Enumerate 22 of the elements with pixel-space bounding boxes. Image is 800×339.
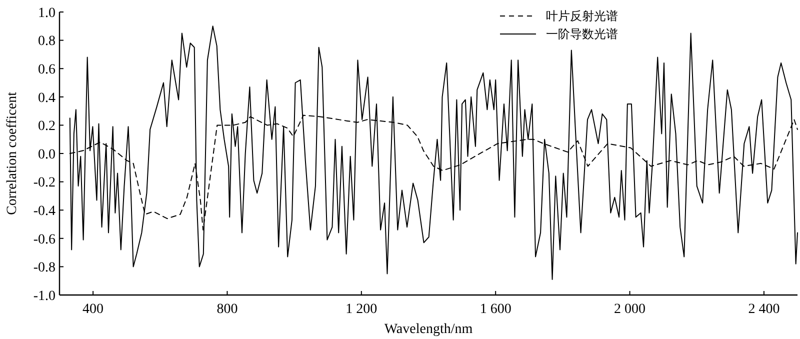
y-tick-label: -0.6	[33, 232, 56, 248]
x-tick-label: 800	[216, 302, 238, 317]
y-tick-label: 0.8	[38, 34, 56, 50]
y-tick-label: -0.4	[33, 204, 56, 219]
y-axis-title: Correlation coefficent	[5, 92, 20, 215]
y-tick-label: -1.0	[33, 288, 56, 304]
line-series	[69, 26, 798, 280]
x-tick-label: 2 000	[614, 302, 646, 317]
x-tick-label: 400	[82, 302, 104, 317]
y-tick-label: 0.0	[38, 147, 56, 162]
legend-label: 叶片反射光谱	[546, 9, 618, 24]
x-tick-label: 2 400	[748, 302, 780, 317]
y-tick-label: -0.8	[33, 260, 56, 276]
y-tick-label: -0.2	[33, 176, 56, 191]
y-tick-label: 0.4	[38, 90, 56, 106]
x-axis-title: Wavelength/nm	[384, 322, 473, 337]
y-tick-label: 0.2	[38, 119, 56, 134]
x-tick-label: 1 200	[346, 302, 378, 317]
y-tick-label: 0.6	[38, 62, 56, 78]
x-tick-label: 1 600	[480, 302, 512, 317]
legend-label: 一阶导数光谱	[546, 27, 618, 42]
y-tick-label: 1.0	[38, 6, 56, 21]
